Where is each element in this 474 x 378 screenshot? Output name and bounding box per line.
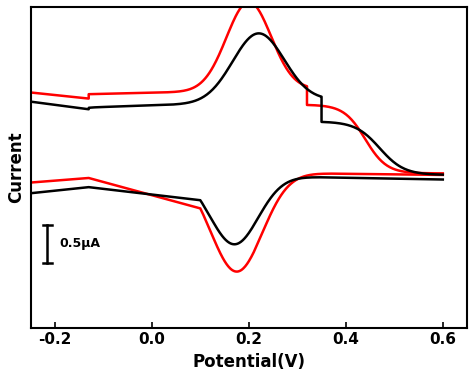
Y-axis label: Current: Current	[7, 132, 25, 203]
X-axis label: Potential(V): Potential(V)	[192, 353, 305, 371]
Text: 0.5μA: 0.5μA	[60, 237, 100, 250]
